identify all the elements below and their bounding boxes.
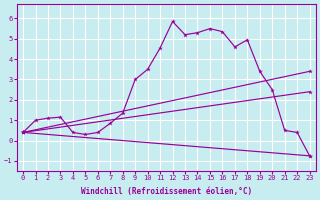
X-axis label: Windchill (Refroidissement éolien,°C): Windchill (Refroidissement éolien,°C) [81, 187, 252, 196]
